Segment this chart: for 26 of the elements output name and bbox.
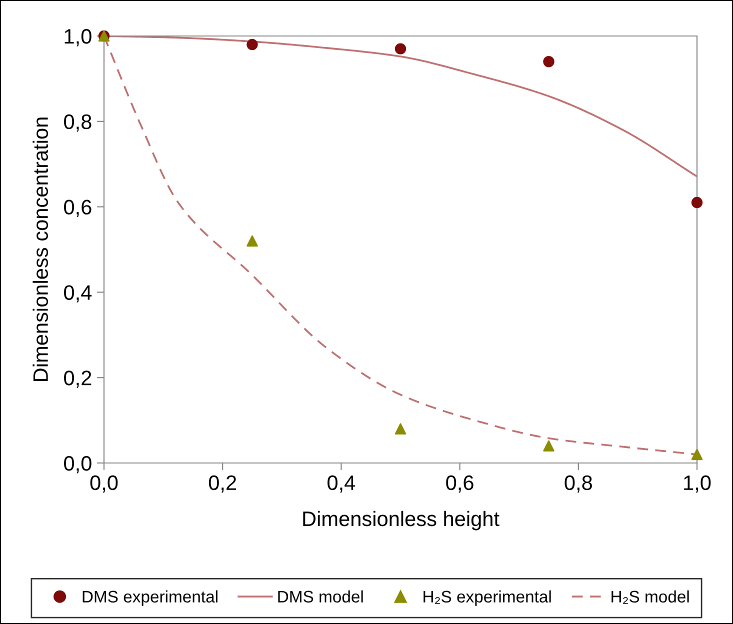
y-tick-label: 1,0	[64, 29, 92, 46]
point	[543, 56, 554, 68]
point	[394, 43, 406, 54]
legend-label: DMS model	[278, 590, 363, 603]
point	[543, 440, 554, 452]
x-tick-label: 0,4	[328, 475, 356, 493]
legend-label: H₂S model	[612, 590, 689, 604]
y-tick-label: 0,2	[64, 370, 92, 388]
point	[691, 196, 703, 208]
x-tick-label: 0,6	[446, 475, 474, 493]
y-tick-label: 0,6	[64, 200, 92, 218]
x-tick-label: 1,0	[684, 475, 711, 493]
x-tick-label: 0,0	[90, 475, 118, 493]
point	[394, 423, 406, 434]
point	[246, 38, 258, 50]
x-axis-title: Dimensionless height	[303, 510, 500, 530]
y-tick-label: 0,0	[64, 456, 92, 474]
legend-label: H₂S experimental	[424, 590, 551, 606]
point	[691, 448, 703, 460]
y-tick-label: 0,8	[64, 114, 92, 132]
x-tick-label: 0,8	[564, 475, 592, 493]
y-tick-label: 0,4	[64, 285, 92, 302]
y-axis-title: Dimensionless concentration	[32, 118, 48, 381]
point	[246, 235, 258, 247]
legend-label: DMS experimental	[82, 590, 218, 606]
x-tick-label: 0,2	[208, 475, 236, 493]
